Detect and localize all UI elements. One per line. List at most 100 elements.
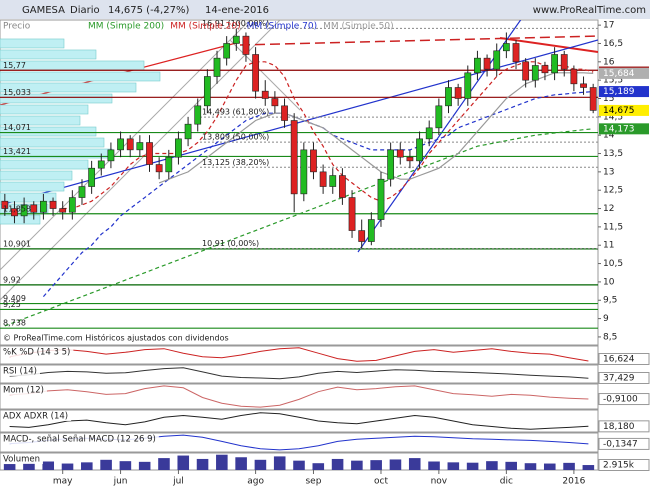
candle-body: [146, 142, 153, 165]
candle-body: [97, 160, 105, 169]
y-tick-label: 14: [603, 131, 615, 141]
y-tick-label: 17: [603, 21, 614, 31]
volume-bar: [235, 457, 247, 470]
volume-bar: [196, 458, 209, 470]
indicator-panel: [0, 345, 599, 365]
level-label: 10,901: [3, 239, 31, 248]
candle-body: [88, 167, 96, 187]
y-tick-label: 10: [603, 277, 615, 287]
volume-profile-bar: [0, 71, 161, 82]
candle-body: [522, 61, 530, 81]
volume-profile-bar: [0, 159, 89, 170]
price-label: Precio: [3, 22, 31, 32]
ticker: GAMESA: [22, 5, 65, 16]
candle-body: [175, 138, 182, 158]
candle-body: [300, 149, 308, 195]
x-tick-label: jun: [113, 477, 128, 487]
price-tag: [599, 67, 649, 79]
candle-body: [310, 149, 317, 173]
y-tick-label: 15,5: [603, 76, 623, 86]
indicator-title: ADX ADXR (14): [3, 412, 68, 422]
volume-bar: [273, 456, 286, 470]
indicator-value-label: -0,1347: [603, 439, 638, 449]
date: 14-ene-2016: [205, 5, 269, 16]
indicator-value-label: 18,180: [603, 422, 635, 432]
candle-body: [11, 208, 18, 217]
candle-body: [358, 230, 366, 242]
indicator-title-bg: [1, 347, 74, 357]
y-tick-label: 16: [603, 57, 615, 67]
y-tick-label: 10,5: [603, 259, 623, 269]
candle-body: [117, 138, 124, 151]
indicator-panel: [0, 364, 599, 384]
candle-body: [493, 50, 501, 70]
indicator-line: [9, 367, 589, 380]
price-tag: [599, 123, 649, 135]
legend-entry: MM (Simple 50): [323, 22, 393, 32]
candle-body: [570, 68, 578, 85]
x-tick-label: sep: [305, 477, 321, 487]
volume-bar: [61, 463, 74, 470]
y-tick-label: 12: [603, 204, 614, 214]
candle-body: [30, 204, 38, 213]
trend-channel: [0, 20, 281, 301]
indicator-title: Volumen: [3, 455, 40, 465]
x-tick-label: nov: [431, 477, 448, 487]
volume-profile-bar: [0, 82, 137, 93]
candle-body: [387, 149, 395, 180]
volume-bar: [524, 463, 537, 470]
candle-body: [49, 200, 57, 209]
volume-profile-bar: [0, 192, 57, 203]
volume-profile-bar: [0, 170, 73, 181]
legend-entry: MM (Simple 200): [88, 22, 164, 32]
fibonacci-label: 10,91 (0,00%): [202, 239, 259, 248]
indicator-value-tag: [598, 393, 650, 406]
candle-body: [107, 149, 115, 162]
price-tag-label: 14,675: [603, 106, 635, 116]
candle-body: [59, 208, 67, 213]
volume-bar: [543, 463, 556, 470]
volume-bar: [408, 458, 421, 470]
level-label: 15,77: [3, 61, 26, 70]
x-tick-label: 2016: [562, 477, 585, 487]
fibonacci-label: 13,809 (50,00%): [202, 133, 269, 142]
volume-profile-bar: [0, 214, 41, 225]
x-tick-label: dic: [500, 477, 513, 487]
candle-body: [261, 90, 269, 99]
volume-profile-bar: [0, 115, 81, 126]
volume-bar: [100, 459, 112, 470]
plot-frame: [0, 19, 599, 346]
candle-body: [589, 87, 597, 111]
level-label: 9,409: [3, 294, 26, 303]
price-tag: [599, 104, 649, 116]
candle-body: [329, 175, 337, 187]
volume-bar: [254, 459, 267, 470]
plot-area: [0, 20, 598, 329]
volume-profile-bar: [0, 93, 113, 104]
price-tag-label: 14,173: [603, 124, 635, 134]
indicator-line: [9, 412, 589, 430]
indicator-value-tag: [598, 459, 650, 471]
y-tick-label: 13,5: [603, 149, 623, 159]
footnote: © ProRealTime.com Históricos ajustados c…: [3, 333, 229, 343]
candle-body: [377, 178, 385, 220]
volume-bar: [216, 454, 228, 470]
price-tag: [599, 86, 649, 98]
indicator-value-label: 16,624: [603, 355, 635, 365]
y-tick-label: 11,5: [603, 222, 623, 232]
volume-bar: [466, 462, 479, 470]
last-price: 14,675 (-4,27%): [108, 5, 189, 16]
source: www.ProRealTime.com: [533, 5, 646, 16]
indicator-title-bg: [1, 385, 47, 395]
candle-body: [512, 43, 520, 63]
candle-body: [1, 200, 9, 209]
indicator-value-tag: [598, 353, 650, 365]
volume-bar: [138, 461, 151, 470]
indicator-line: [9, 347, 589, 362]
volume-profile-bar: [0, 38, 65, 49]
volume-bar: [428, 461, 440, 470]
indicator-title-bg: [1, 454, 44, 464]
volume-bar: [42, 461, 55, 470]
indicator-value-tag: [598, 420, 650, 433]
candle-body: [136, 142, 144, 151]
